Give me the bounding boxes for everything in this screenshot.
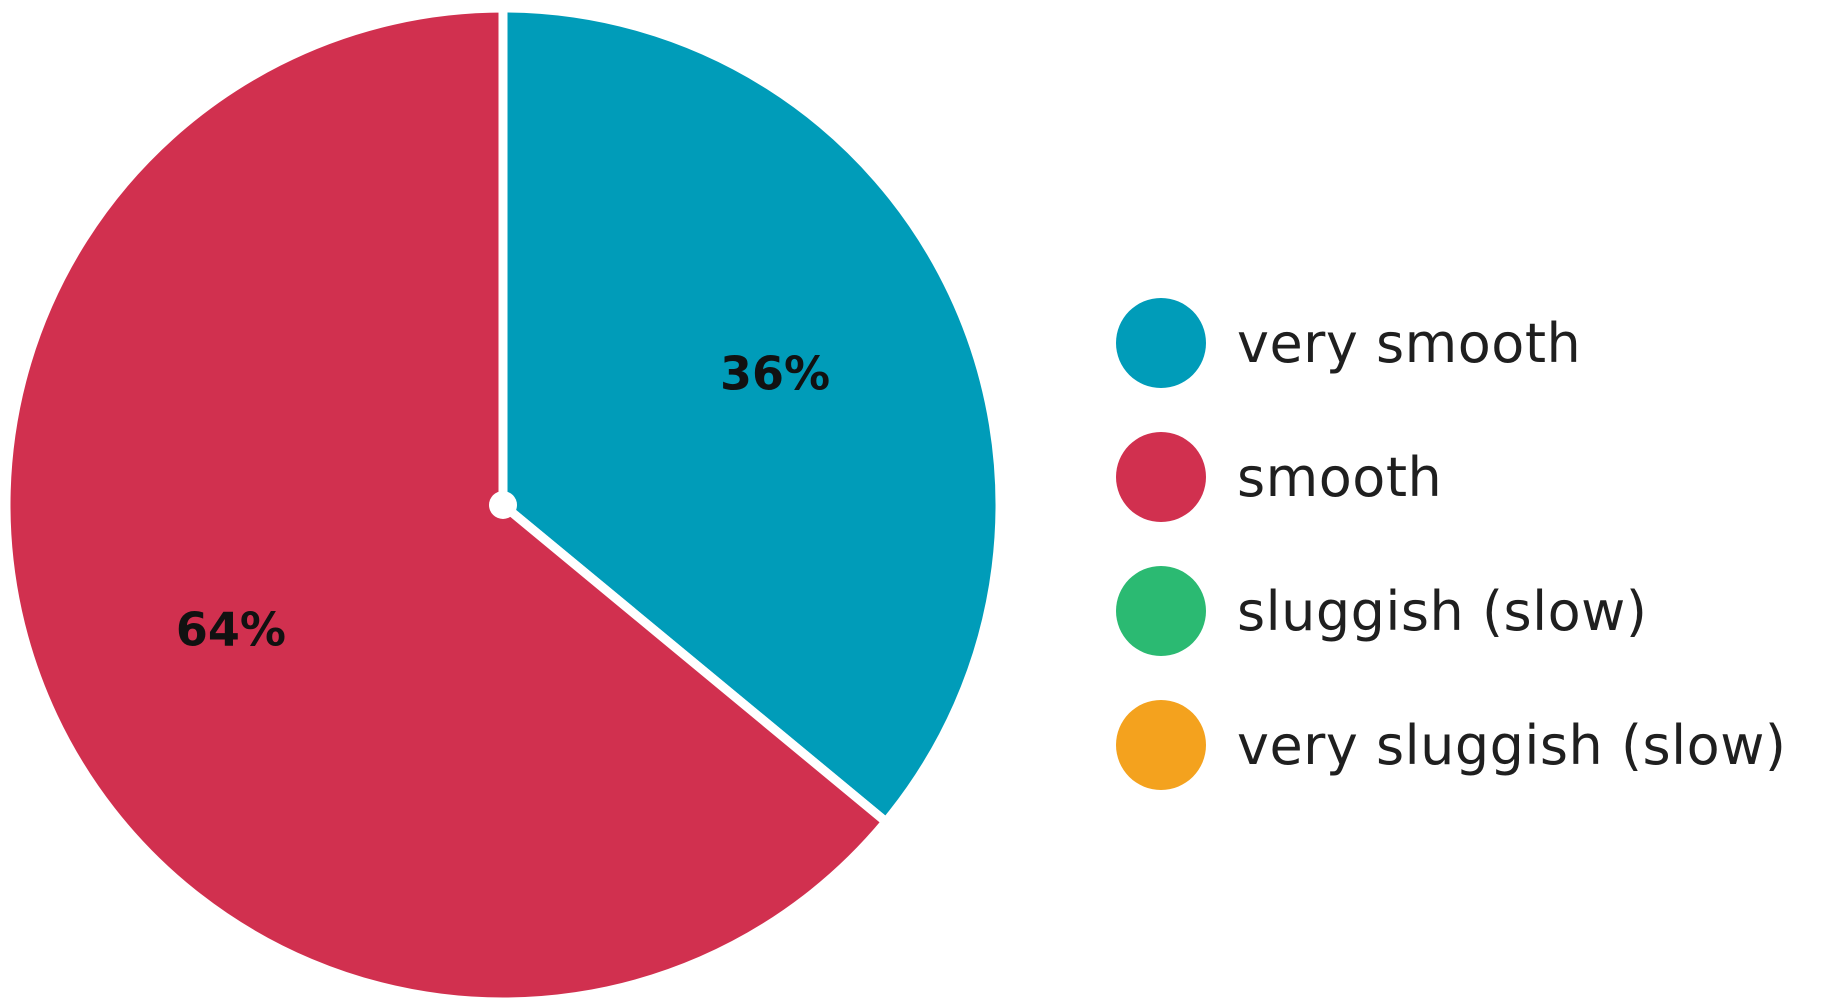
pie-slice-very-smooth — [498, 3, 1005, 827]
legend-swatch-smooth — [1116, 432, 1206, 522]
legend: very smooth smooth sluggish (slow) very … — [1116, 276, 1836, 812]
legend-item-smooth: smooth — [1116, 410, 1836, 544]
legend-item-very-smooth: very smooth — [1116, 276, 1836, 410]
slice-label-smooth: 64% — [176, 603, 286, 657]
legend-item-sluggish: sluggish (slow) — [1116, 544, 1836, 678]
slice-label-very-smooth: 36% — [720, 346, 830, 400]
legend-label-very-smooth: very smooth — [1237, 311, 1582, 375]
legend-label-sluggish: sluggish (slow) — [1237, 579, 1648, 643]
pie-plot-area: 36% 64% — [1, 3, 1005, 1003]
legend-swatch-very-smooth — [1116, 298, 1206, 388]
legend-item-very-sluggish: very sluggish (slow) — [1116, 678, 1836, 812]
legend-label-smooth: smooth — [1237, 445, 1443, 509]
pie-slice-smooth — [1, 3, 891, 1003]
legend-swatch-very-sluggish — [1116, 700, 1206, 790]
legend-label-very-sluggish: very sluggish (slow) — [1237, 713, 1787, 777]
pie-center-dot — [489, 491, 517, 519]
legend-swatch-sluggish — [1116, 566, 1206, 656]
